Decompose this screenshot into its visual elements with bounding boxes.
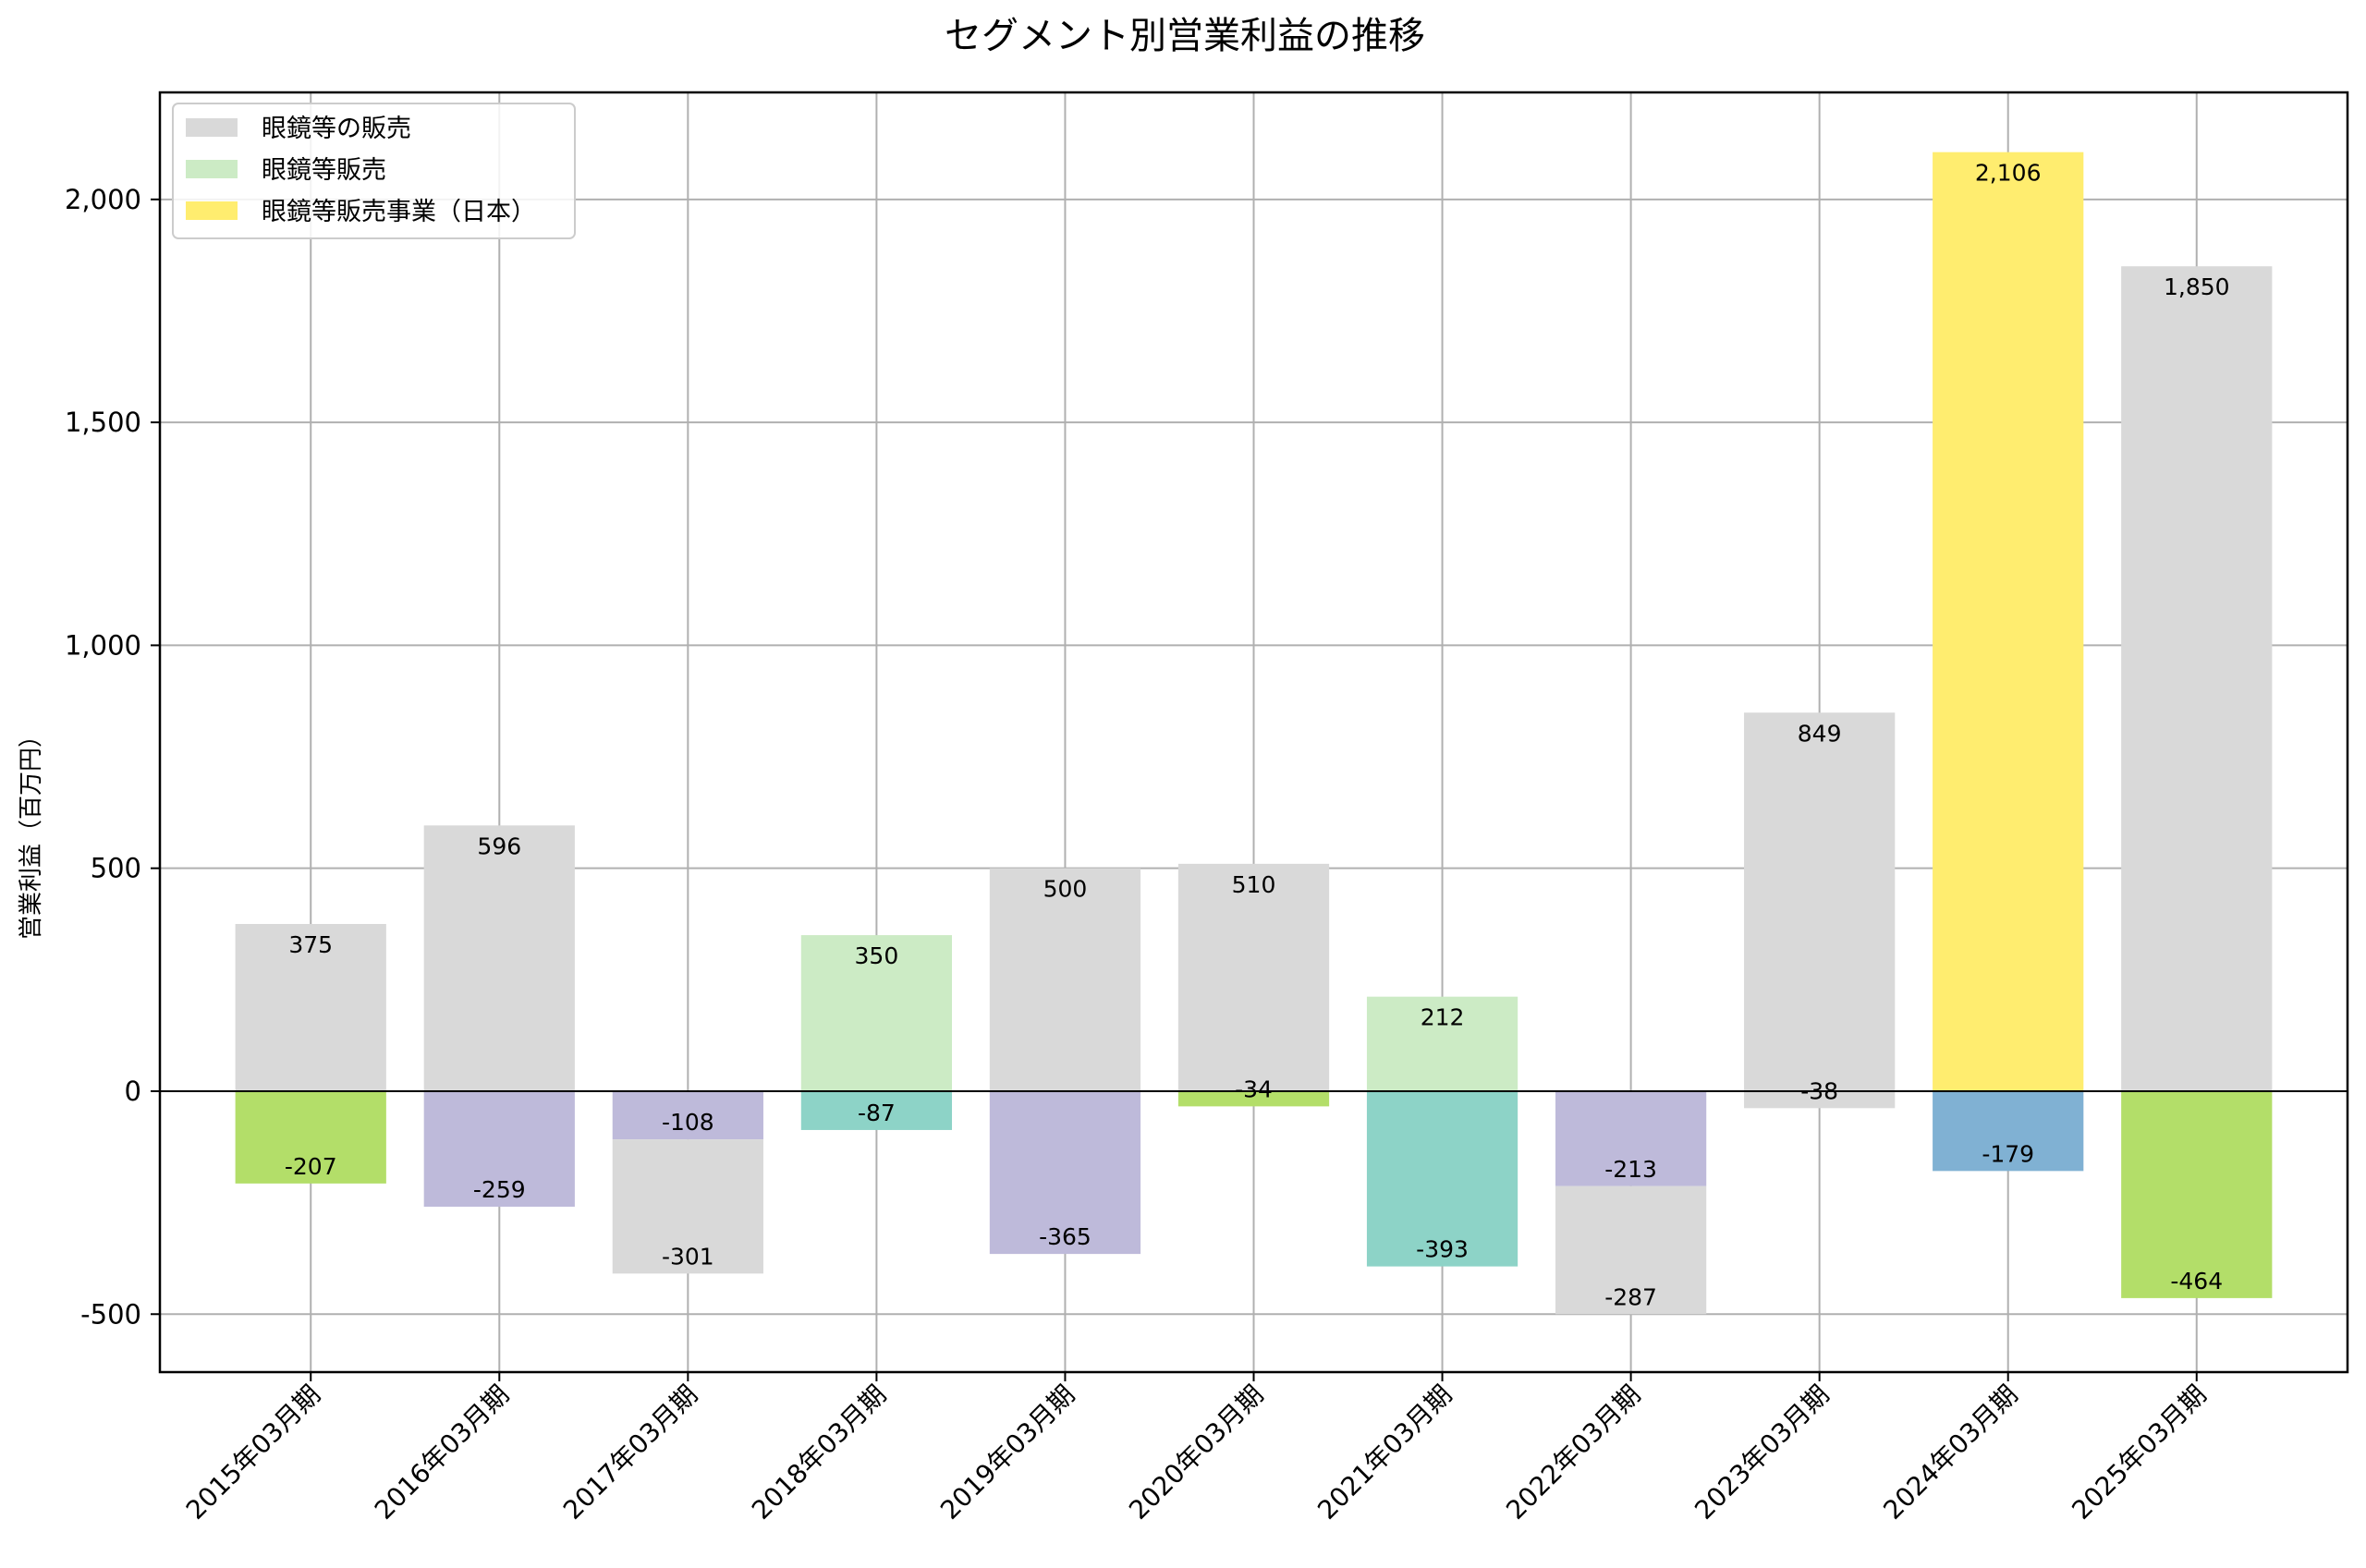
bar-value-label: -179 <box>1982 1140 2034 1167</box>
bar-segment <box>1933 1090 2084 1172</box>
bar-segment <box>423 1090 575 1207</box>
bar-segment <box>1744 712 1896 1091</box>
bar-segment <box>612 1090 763 1140</box>
bar-value-label: -365 <box>1039 1223 1092 1250</box>
y-tick-label: -500 <box>80 1298 141 1330</box>
legend-label: 眼鏡等販売 <box>262 156 386 185</box>
bar-segment <box>612 1139 763 1274</box>
legend-box <box>172 103 576 239</box>
y-tick-label: 1,500 <box>65 407 141 438</box>
bar-value-label: -464 <box>2170 1268 2223 1295</box>
legend-swatch <box>186 118 238 137</box>
y-tick-label: 1,000 <box>65 629 141 661</box>
bar-value-label: 375 <box>288 931 333 958</box>
y-tick-label: 500 <box>91 853 141 884</box>
bar-segment <box>1177 1090 1330 1107</box>
bar-value-label: -259 <box>473 1176 526 1203</box>
bar-segment <box>1744 1090 1896 1109</box>
bar-segment <box>1366 1090 1518 1267</box>
bar-value-label: -213 <box>1604 1156 1657 1183</box>
plot-frame <box>158 91 2349 1374</box>
bar-value-label: -87 <box>858 1100 896 1126</box>
legend-swatch <box>186 201 238 220</box>
bar-value-label: -287 <box>1604 1283 1657 1310</box>
legend-label: 眼鏡等販売事業（日本） <box>262 198 536 226</box>
bar-value-label: -34 <box>1235 1076 1273 1102</box>
bar-segment <box>800 1090 953 1130</box>
bar-labels: 375 -207 596 -259 -108 -301 350 -87 500 -365 510 -3… <box>285 160 2230 1311</box>
bar-segment <box>989 1090 1141 1255</box>
bar-value-label: 510 <box>1232 871 1276 898</box>
bar-value-label: 212 <box>1421 1004 1465 1031</box>
bar-value-label: 1,850 <box>2164 273 2230 300</box>
bar-value-label: 500 <box>1043 876 1088 903</box>
bar-segment <box>235 1090 386 1184</box>
legend-label: 眼鏡等の販売 <box>262 115 411 143</box>
bars <box>235 152 2273 1315</box>
bar-value-label: -393 <box>1416 1236 1469 1263</box>
y-tick-label: 2,000 <box>65 184 141 215</box>
bar-segment <box>1177 863 1330 1091</box>
bar-value-label: 849 <box>1798 720 1842 747</box>
legend-swatch <box>186 160 238 178</box>
bar-value-label: 350 <box>855 942 899 969</box>
bar-segment <box>1933 152 2084 1091</box>
bar-segment <box>2121 266 2273 1091</box>
bar-segment <box>1555 1185 1707 1315</box>
bar-segment <box>1555 1090 1707 1186</box>
bar-segment <box>800 935 953 1091</box>
chart-title: セグメント別営業利益の推移 <box>945 15 1425 57</box>
bar-segment <box>235 924 386 1091</box>
bar-segment <box>989 868 1141 1091</box>
bar-value-label: 596 <box>477 833 521 859</box>
bar-segment <box>1366 996 1518 1091</box>
bar-value-label: -108 <box>662 1109 714 1136</box>
bar-segment <box>423 825 575 1091</box>
bar-value-label: 2,106 <box>1975 160 2042 187</box>
y-tick-label: 0 <box>125 1076 141 1107</box>
bar-value-label: -301 <box>662 1243 714 1270</box>
bar-segment <box>2121 1090 2273 1298</box>
y-axis-label: 営業利益（百万円） <box>18 723 45 940</box>
bar-value-label: -207 <box>285 1153 337 1180</box>
